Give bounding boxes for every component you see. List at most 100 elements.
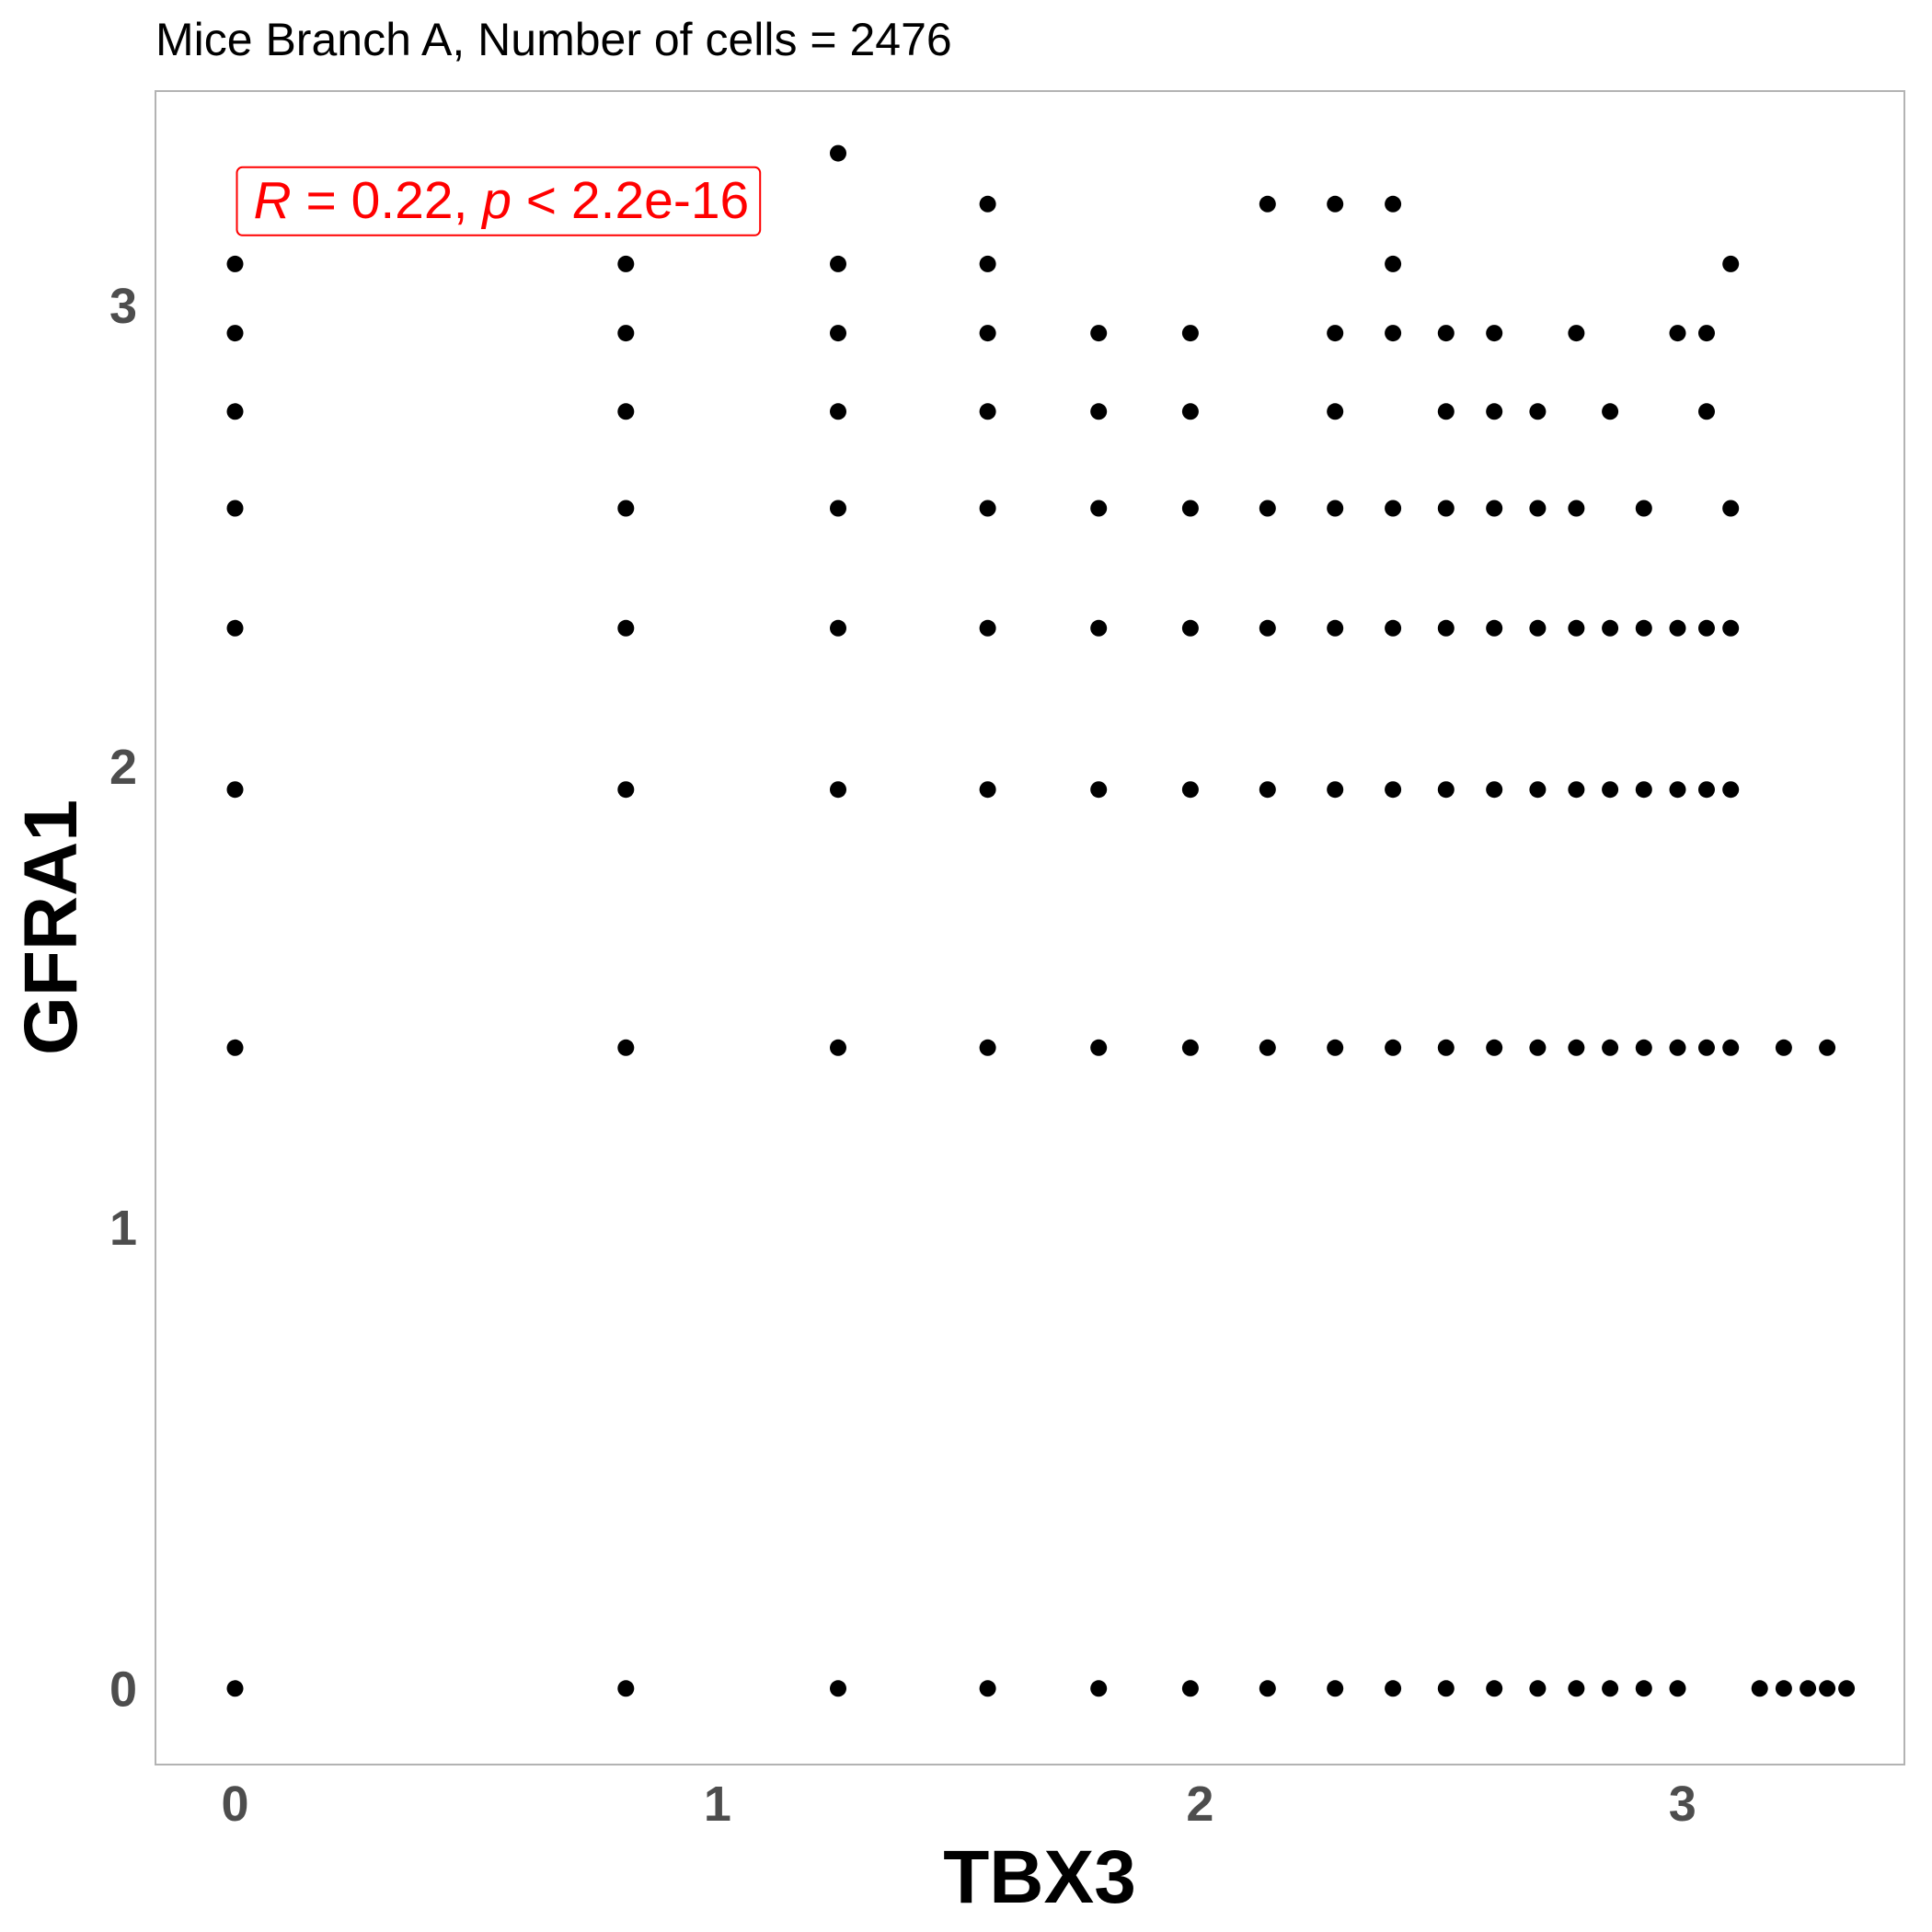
- data-point: [617, 1680, 635, 1697]
- data-point: [1529, 781, 1547, 799]
- data-point: [617, 325, 635, 342]
- data-point: [1385, 500, 1402, 517]
- data-point: [1602, 1039, 1619, 1056]
- data-point: [1698, 403, 1715, 420]
- data-point: [617, 619, 635, 637]
- data-point: [1775, 1680, 1792, 1697]
- data-point: [1800, 1680, 1817, 1697]
- annotation-r-value: = 0.22,: [292, 171, 483, 230]
- data-point: [1568, 781, 1585, 799]
- data-point: [830, 500, 846, 517]
- data-point: [1437, 403, 1455, 420]
- data-point: [1669, 325, 1686, 342]
- data-point: [1437, 1680, 1455, 1697]
- data-point: [1819, 1039, 1836, 1056]
- data-point: [979, 403, 996, 420]
- data-point: [830, 144, 846, 162]
- data-point: [1327, 781, 1344, 799]
- data-point: [226, 255, 244, 272]
- data-point: [1669, 1039, 1686, 1056]
- data-point: [1181, 619, 1199, 637]
- x-tick-label: 1: [704, 1777, 731, 1832]
- data-point: [1327, 1680, 1344, 1697]
- x-tick-label: 3: [1669, 1777, 1696, 1832]
- data-point: [1385, 195, 1402, 213]
- data-point: [1327, 1039, 1344, 1056]
- x-axis-title: TBX3: [943, 1835, 1136, 1919]
- data-points: [226, 144, 1856, 1697]
- data-point: [1838, 1680, 1856, 1697]
- data-point: [1437, 619, 1455, 637]
- data-point: [1259, 619, 1276, 637]
- data-point: [1698, 1039, 1715, 1056]
- plot-panel-border: [155, 90, 1905, 1765]
- x-axis-ticks: 0 1 2 3: [221, 1777, 1696, 1832]
- chart-title: Mice Branch A, Number of cells = 2476: [155, 14, 952, 65]
- data-point: [1602, 403, 1619, 420]
- data-point: [1568, 1680, 1585, 1697]
- data-point: [617, 255, 635, 272]
- data-point: [1385, 255, 1402, 272]
- data-point: [1529, 1680, 1547, 1697]
- data-point: [1327, 500, 1344, 517]
- data-point: [1751, 1680, 1768, 1697]
- data-point: [979, 781, 996, 799]
- data-point: [226, 500, 244, 517]
- data-point: [1635, 1680, 1652, 1697]
- data-point: [1486, 403, 1503, 420]
- data-point: [1090, 1680, 1108, 1697]
- data-point: [1602, 781, 1619, 799]
- y-axis-ticks: 0 1 2 3: [109, 279, 137, 1717]
- annotation-p-label: p: [480, 171, 512, 230]
- data-point: [830, 403, 846, 420]
- data-point: [1385, 1039, 1402, 1056]
- data-point: [1259, 195, 1276, 213]
- data-point: [1090, 403, 1108, 420]
- data-point: [830, 255, 846, 272]
- data-point: [979, 195, 996, 213]
- annotation-text: R = 0.22, p < 2.2e-16: [254, 171, 750, 230]
- data-point: [1722, 500, 1740, 517]
- data-point: [1602, 619, 1619, 637]
- data-point: [1090, 781, 1108, 799]
- data-point: [1181, 403, 1199, 420]
- data-point: [1437, 325, 1455, 342]
- data-point: [1259, 500, 1276, 517]
- data-point: [1698, 781, 1715, 799]
- data-point: [1090, 325, 1108, 342]
- data-point: [979, 1680, 996, 1697]
- data-point: [1385, 325, 1402, 342]
- data-point: [1568, 619, 1585, 637]
- data-point: [1722, 1039, 1740, 1056]
- data-point: [1437, 500, 1455, 517]
- data-point: [1327, 195, 1344, 213]
- data-point: [979, 325, 996, 342]
- data-point: [830, 325, 846, 342]
- data-point: [617, 403, 635, 420]
- data-point: [1385, 619, 1402, 637]
- y-tick-label: 1: [109, 1201, 137, 1256]
- data-point: [1669, 619, 1686, 637]
- data-point: [830, 1039, 846, 1056]
- data-point: [1568, 500, 1585, 517]
- data-point: [1602, 1680, 1619, 1697]
- data-point: [979, 1039, 996, 1056]
- data-point: [617, 500, 635, 517]
- data-point: [1259, 1039, 1276, 1056]
- data-point: [1529, 403, 1547, 420]
- data-point: [1819, 1680, 1836, 1697]
- data-point: [1385, 781, 1402, 799]
- data-point: [1698, 619, 1715, 637]
- data-point: [1486, 1039, 1503, 1056]
- data-point: [226, 1680, 244, 1697]
- data-point: [979, 500, 996, 517]
- annotation-box: [236, 166, 762, 236]
- data-point: [1722, 619, 1740, 637]
- y-tick-label: 0: [109, 1662, 137, 1717]
- data-point: [1568, 1039, 1585, 1056]
- data-point: [617, 1039, 635, 1056]
- data-point: [1698, 325, 1715, 342]
- data-point: [1722, 781, 1740, 799]
- data-point: [226, 1039, 244, 1056]
